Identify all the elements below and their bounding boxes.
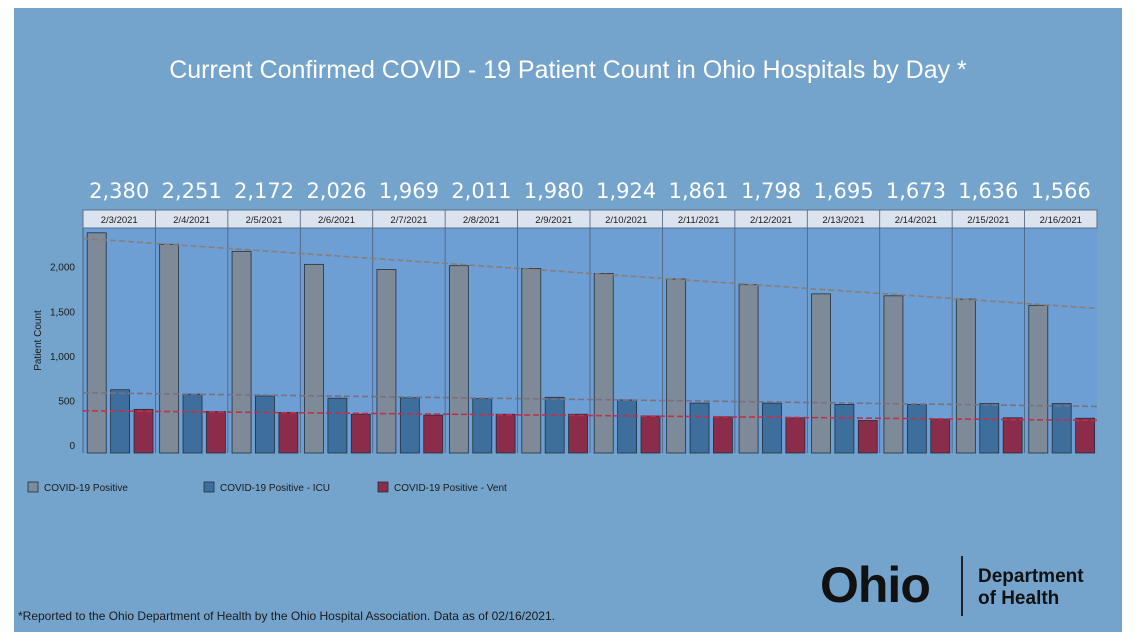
chart-frame: Current Confirmed COVID - 19 Patient Cou… (14, 8, 1122, 632)
trendline-positive (82, 237, 1098, 310)
bar-icu (762, 402, 782, 454)
daily-total-label: 1,566 (1031, 179, 1091, 203)
bar-vent (495, 413, 516, 454)
bar-positive (1028, 304, 1049, 454)
bar-icu (906, 404, 927, 454)
bar-icu (327, 397, 348, 454)
date-label: 2/16/2021 (1040, 215, 1082, 226)
date-label: 2/15/2021 (967, 215, 1009, 226)
bar-positive (376, 269, 397, 454)
date-label: 2/3/2021 (101, 215, 138, 226)
daily-total-label: 2,380 (89, 179, 149, 203)
date-label: 2/7/2021 (390, 215, 427, 226)
date-label: 2/12/2021 (750, 215, 792, 226)
date-label: 2/11/2021 (678, 215, 720, 226)
bar-positive (811, 293, 831, 454)
daily-total-label: 2,026 (306, 179, 366, 203)
y-tick-label: 2,000 (50, 263, 75, 274)
bar-vent (133, 408, 154, 454)
legend-swatch-vent (377, 481, 389, 493)
legend-swatch-icu (203, 481, 215, 493)
logo-divider (961, 556, 963, 616)
bar-positive (593, 273, 614, 454)
logo-ohio-wordmark: Ohio (820, 557, 931, 613)
trendline-icu (82, 391, 1098, 408)
bar-positive (159, 243, 180, 454)
bar-icu (182, 393, 203, 454)
date-label: 2/4/2021 (173, 215, 210, 226)
bar-vent (640, 415, 661, 454)
bar-vent (278, 412, 299, 454)
date-label: 2/8/2021 (463, 215, 500, 226)
daily-total-label: 2,251 (162, 179, 222, 203)
date-label: 2/14/2021 (895, 215, 937, 226)
bar-vent (713, 416, 733, 454)
ohio-department-of-health-logo: Ohio Department of Health (820, 556, 1110, 620)
daily-total-label: 1,673 (886, 179, 946, 203)
daily-total-label: 1,798 (741, 179, 801, 203)
bar-icu (255, 395, 275, 454)
trendline-vent (82, 409, 1098, 422)
chart-svg: 2/3/2021 2,380 2/4/2021 2,251 2/5/2021 2,172 2… (27, 179, 1098, 494)
daily-total-label: 2,172 (234, 179, 294, 203)
bar-positive (883, 295, 904, 454)
y-axis-label: Patient Count (33, 310, 44, 371)
bar-icu (1051, 403, 1072, 454)
bar-vent (857, 420, 878, 454)
daily-total-label: 1,980 (524, 179, 584, 203)
bar-positive (86, 232, 107, 454)
bar-positive (955, 298, 976, 454)
bar-icu (689, 402, 710, 454)
daily-total-label: 2,011 (451, 179, 511, 203)
bar-vent (1075, 417, 1095, 454)
y-tick-label: 500 (58, 396, 75, 407)
date-label: 2/13/2021 (822, 215, 864, 226)
footnote: *Reported to the Ohio Department of Heal… (18, 609, 555, 623)
bar-icu (544, 396, 565, 454)
bar-positive (304, 263, 324, 454)
bar-icu (472, 398, 493, 454)
bar-vent (350, 413, 371, 454)
legend-label-icu: COVID-19 Positive - ICU (220, 483, 330, 494)
y-tick-label: 0 (69, 441, 75, 452)
daily-total-label: 1,636 (958, 179, 1018, 203)
bar-positive (666, 278, 687, 454)
daily-total-label: 1,924 (596, 179, 656, 203)
bar-positive (231, 250, 252, 454)
logo-dept-line2: of Health (978, 588, 1060, 609)
bar-vent (785, 417, 806, 454)
date-label: 2/10/2021 (605, 215, 647, 226)
bar-icu (979, 403, 1000, 454)
legend-label-vent: COVID-19 Positive - Vent (394, 483, 507, 494)
bar-vent (568, 413, 588, 454)
bar-vent (423, 414, 444, 454)
date-label: 2/9/2021 (535, 215, 572, 226)
bar-icu (834, 404, 855, 454)
legend-label-positive: COVID-19 Positive (44, 483, 128, 494)
y-tick-label: 1,000 (50, 352, 75, 363)
chart-title: Current Confirmed COVID - 19 Patient Cou… (169, 56, 967, 84)
bar-vent (1002, 417, 1023, 454)
daily-total-label: 1,861 (669, 179, 729, 203)
daily-total-label: 1,695 (813, 179, 873, 203)
date-label: 2/5/2021 (246, 215, 283, 226)
bar-icu (617, 399, 638, 454)
bar-positive (738, 284, 759, 454)
bar-positive (521, 268, 542, 454)
bar-positive (448, 265, 469, 454)
logo-department-text: Department of Health (978, 566, 1084, 610)
bar-vent (930, 418, 951, 454)
date-label: 2/6/2021 (318, 215, 355, 226)
bar-vent (206, 411, 226, 454)
legend-swatch-positive (27, 481, 39, 493)
daily-total-label: 1,969 (379, 179, 439, 203)
bar-icu (110, 389, 131, 454)
bar-icu (399, 397, 420, 454)
y-tick-label: 1,500 (50, 307, 75, 318)
logo-dept-line1: Department (978, 566, 1084, 587)
